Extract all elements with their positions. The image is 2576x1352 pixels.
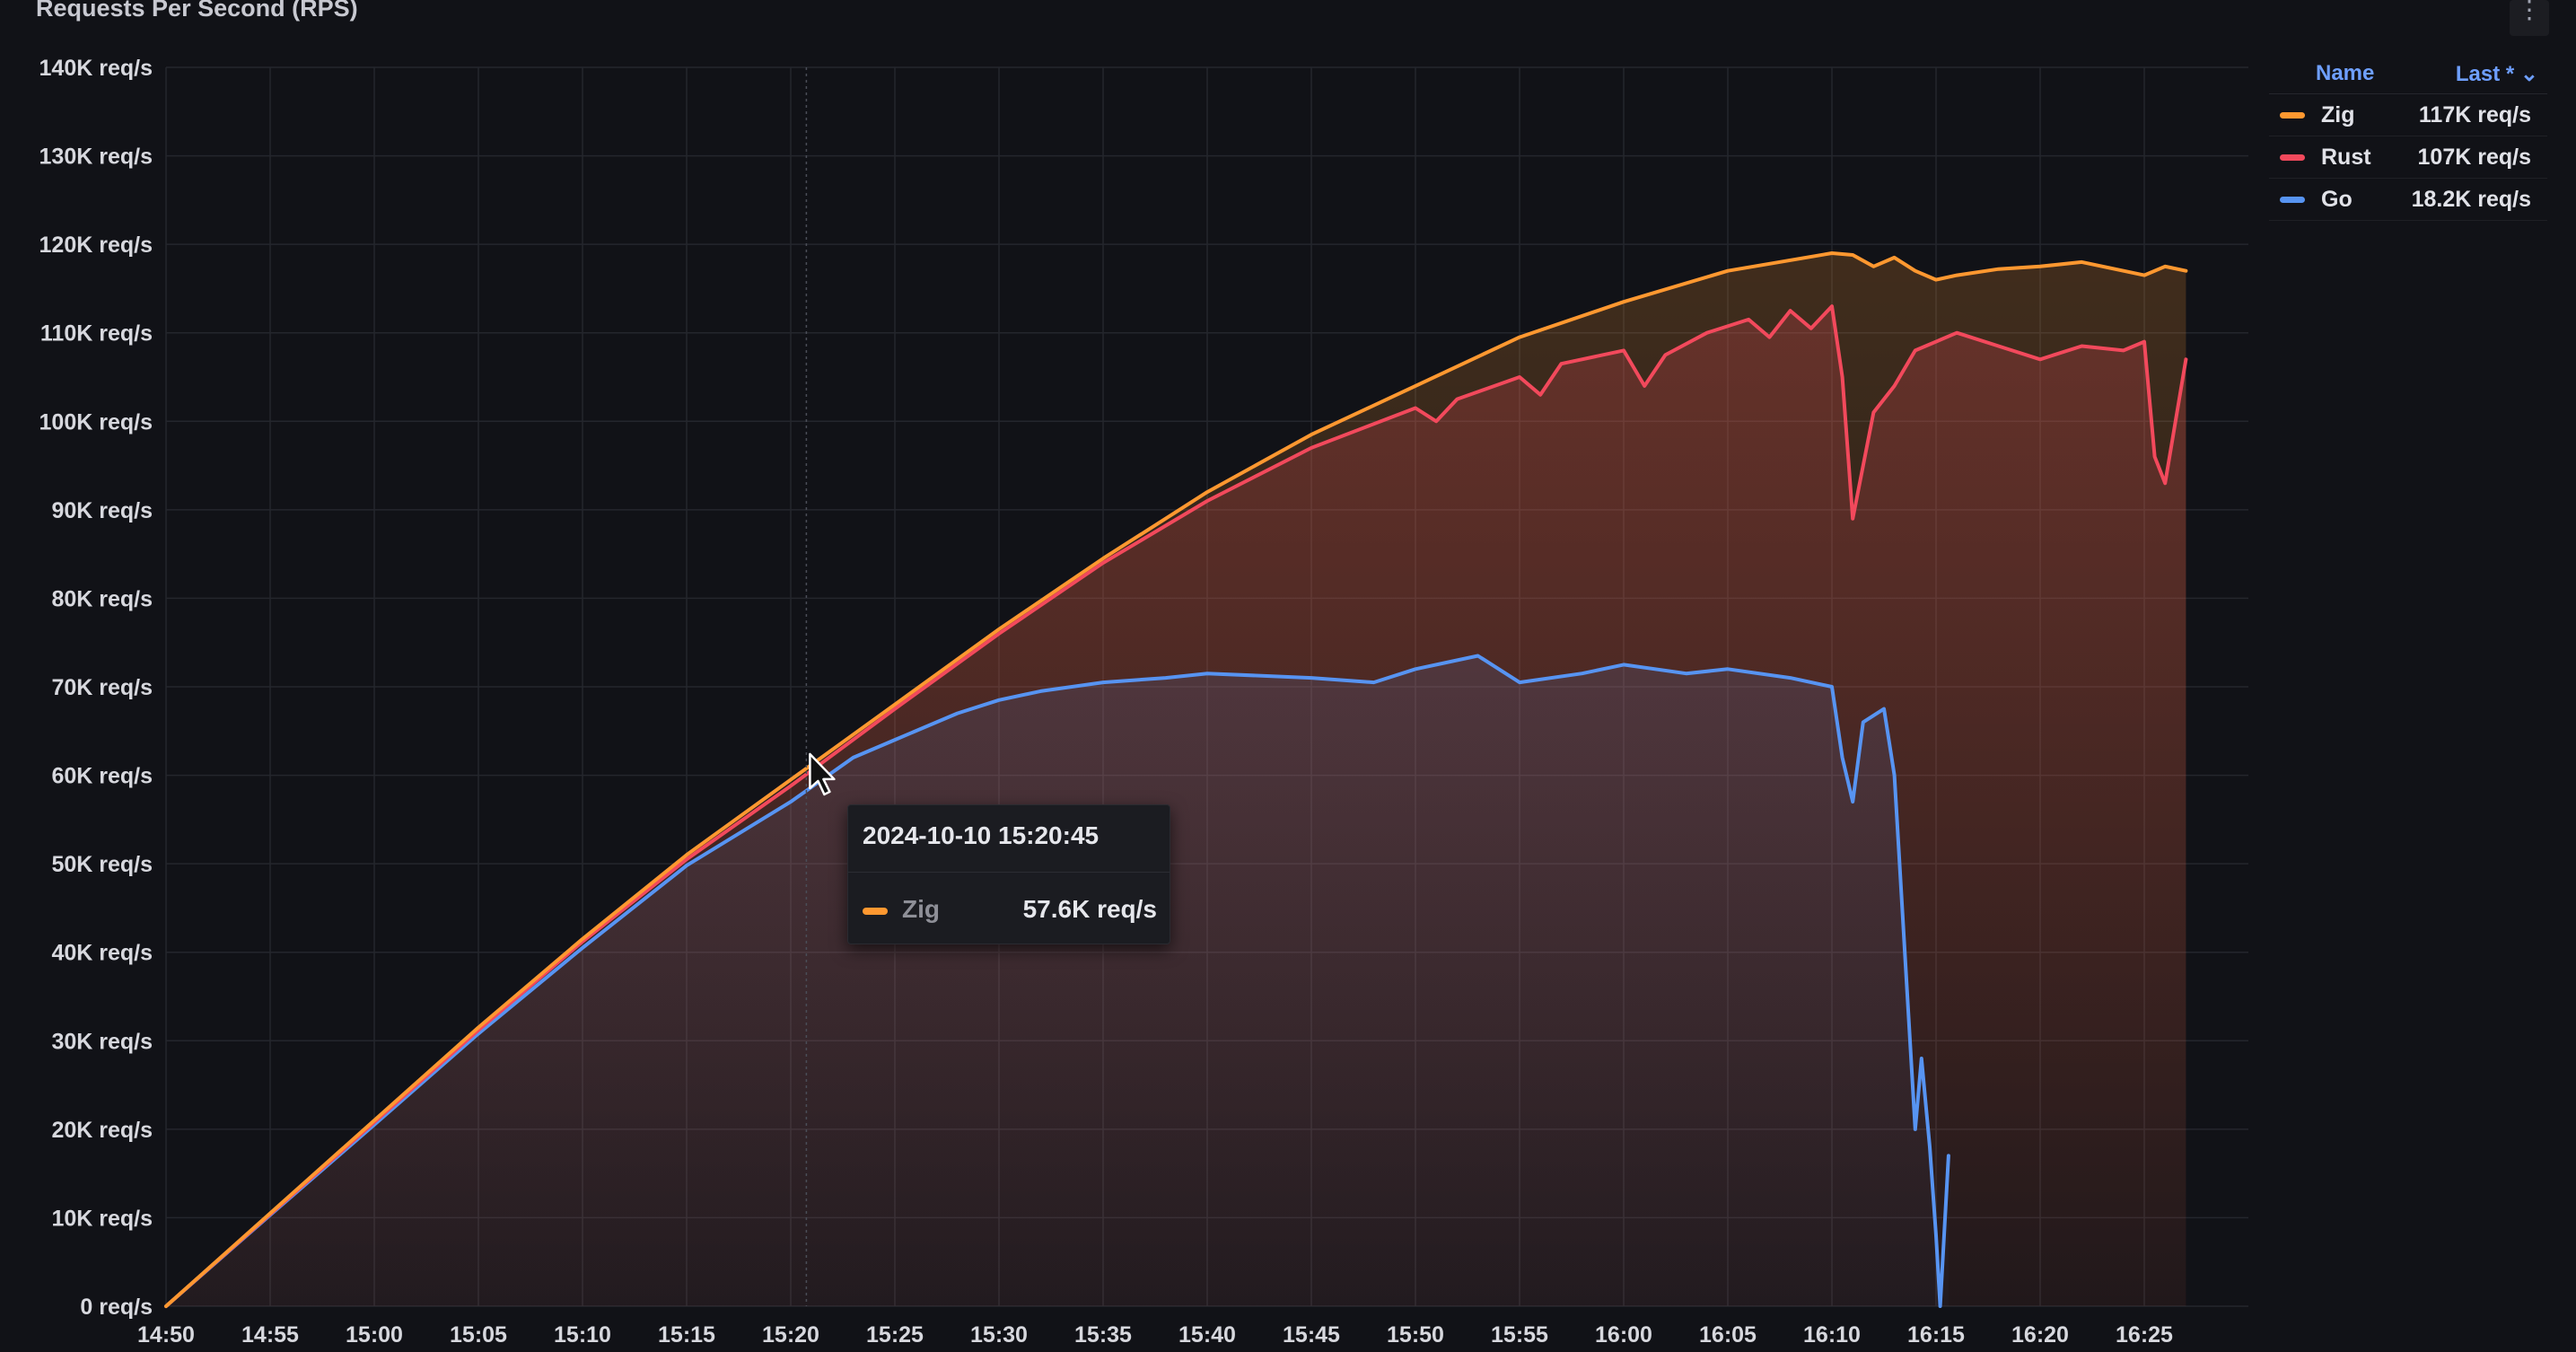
legend-row-rust[interactable]: Rust 107K req/s [2269,136,2547,179]
series-line-rust[interactable] [164,304,2188,1308]
hover-cursor [805,67,836,1306]
legend-table: Name Last * ⌄ Zig 117K req/s Rust 107K r… [2269,54,2547,221]
x-tick-label: 16:10 [1803,1322,1861,1348]
y-tick-label: 130K req/s [39,145,153,170]
mouse-cursor-icon [809,752,836,796]
tooltip-series-name: Zig [902,895,940,923]
legend-swatch-rust [2280,154,2305,161]
x-tick-label: 15:55 [1491,1322,1548,1348]
area-fills [166,253,2186,1307]
x-tick-label: 15:45 [1283,1322,1340,1348]
legend-series-name: Zig [2321,101,2355,127]
y-tick-label: 120K req/s [39,233,153,258]
x-tick-label: 15:35 [1074,1322,1132,1348]
legend-series-name: Go [2321,186,2353,212]
legend-header: Name Last * ⌄ [2269,54,2547,94]
series-line-go[interactable] [164,654,1950,1308]
x-tick-label: 15:15 [658,1322,715,1348]
y-tick-label: 10K req/s [51,1206,153,1231]
series-area-go [166,655,1949,1306]
tooltip-divider [848,872,1170,873]
y-tick-label: 80K req/s [51,586,153,611]
y-tick-label: 40K req/s [51,941,153,966]
y-tick-label: 60K req/s [51,764,153,789]
y-tick-label: 30K req/s [51,1029,153,1054]
hover-tooltip: 2024-10-10 15:20:45 Zig 57.6K req/s [847,804,1170,944]
legend-row-zig[interactable]: Zig 117K req/s [2269,94,2547,136]
x-tick-label: 15:50 [1387,1322,1444,1348]
y-tick-label: 100K req/s [39,409,153,435]
tooltip-swatch [863,908,888,915]
legend-series-last: 107K req/s [2417,144,2531,170]
x-tick-label: 16:25 [2116,1322,2173,1348]
axis-labels: 0 req/s 10K req/s 20K req/s 30K req/s 40K re… [39,56,2174,1348]
x-tick-label: 15:40 [1178,1322,1236,1348]
legend-series-last: 18.2K req/s [2411,186,2531,212]
legend-series-last: 117K req/s [2418,101,2531,127]
x-tick-label: 14:50 [137,1322,195,1348]
y-tick-label: 20K req/s [51,1118,153,1143]
x-tick-label: 15:20 [762,1322,819,1348]
legend-row-go[interactable]: Go 18.2K req/s [2269,179,2547,221]
y-tick-label: 70K req/s [51,675,153,700]
x-tick-label: 16:00 [1595,1322,1652,1348]
panel-menu-icon[interactable]: ⋮ [2510,0,2549,36]
series-line-zig[interactable] [164,251,2188,1308]
x-tick-label: 15:10 [554,1322,611,1348]
x-tick-label: 15:25 [866,1322,924,1348]
tooltip-timestamp: 2024-10-10 15:20:45 [863,821,1100,849]
tooltip-series-value: 57.6K req/s [1022,895,1157,923]
y-tick-label: 110K req/s [40,321,153,347]
series-lines [164,251,2188,1308]
x-tick-label: 16:05 [1699,1322,1757,1348]
y-tick-label: 90K req/s [51,498,153,523]
x-tick-label: 15:05 [450,1322,507,1348]
x-tick-label: 16:15 [1907,1322,1965,1348]
legend-swatch-zig [2280,111,2305,119]
legend-last-header[interactable]: Last * ⌄ [2455,61,2538,86]
x-tick-label: 16:20 [2011,1322,2069,1348]
x-tick-label: 15:30 [970,1322,1028,1348]
legend-swatch-go [2280,196,2305,203]
y-tick-label: 0 req/s [80,1295,153,1320]
legend-name-header[interactable]: Name [2316,61,2375,85]
y-tick-label: 140K req/s [39,56,153,81]
x-tick-label: 14:55 [241,1322,299,1348]
x-tick-label: 15:00 [346,1322,403,1348]
legend-series-name: Rust [2321,144,2371,170]
panel-title: Requests Per Second (RPS) [36,0,358,22]
y-tick-label: 50K req/s [51,852,153,877]
